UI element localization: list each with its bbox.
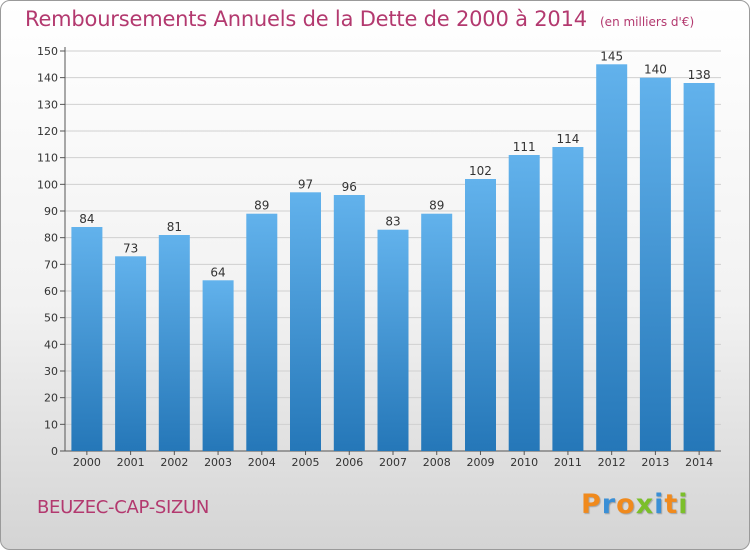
- commune-name: BEUZEC-CAP-SIZUN: [37, 497, 210, 518]
- y-tick-label: 150: [37, 45, 58, 58]
- proxiti-logo: Proxiti: [581, 489, 689, 520]
- data-label: 97: [298, 177, 313, 191]
- data-label: 111: [513, 140, 536, 154]
- x-tick-label: 2010: [510, 456, 538, 469]
- bar-2002: [158, 235, 190, 451]
- data-label: 140: [644, 63, 667, 77]
- bar-2013: [639, 77, 671, 451]
- y-tick-label: 100: [37, 178, 58, 191]
- x-tick-label: 2008: [423, 456, 451, 469]
- y-tick-label: 50: [44, 312, 58, 325]
- bar-2005: [290, 192, 321, 452]
- x-tick-label: 2004: [248, 456, 276, 469]
- chart-unit: (en milliers d'€): [600, 15, 695, 29]
- x-tick-label: 2007: [379, 456, 407, 469]
- data-label: 89: [429, 199, 444, 213]
- x-tick-label: 2012: [598, 456, 626, 469]
- bar-2012: [596, 64, 628, 452]
- data-label: 83: [385, 215, 400, 229]
- y-tick-label: 90: [44, 205, 58, 218]
- data-label: 138: [688, 68, 711, 82]
- x-tick-label: 2002: [160, 456, 188, 469]
- bar-2000: [71, 227, 103, 451]
- data-label: 96: [342, 180, 357, 194]
- y-tick-label: 20: [44, 392, 58, 405]
- y-tick-label: 140: [37, 72, 58, 85]
- logo-letter: P: [581, 489, 602, 520]
- x-tick-label: 2005: [292, 456, 320, 469]
- bar-2008: [421, 213, 453, 451]
- x-tick-label: 2009: [466, 456, 494, 469]
- x-tick-label: 2011: [554, 456, 582, 469]
- logo-letter: t: [664, 489, 679, 520]
- logo-letter: i: [678, 489, 689, 520]
- data-label: 84: [79, 212, 94, 226]
- logo-letter: o: [616, 489, 636, 520]
- title-row: Remboursements Annuels de la Dette de 20…: [25, 7, 694, 31]
- logo-letter: x: [635, 489, 655, 520]
- x-tick-label: 2013: [641, 456, 669, 469]
- x-tick-label: 2001: [117, 456, 145, 469]
- data-label: 73: [123, 241, 138, 255]
- y-tick-label: 60: [44, 285, 58, 298]
- y-tick-label: 40: [44, 338, 58, 351]
- bar-2014: [683, 83, 715, 451]
- x-tick-label: 2003: [204, 456, 232, 469]
- bar-2010: [508, 155, 540, 451]
- bar-2001: [115, 256, 147, 451]
- data-label: 145: [600, 49, 623, 63]
- y-tick-label: 80: [44, 232, 58, 245]
- x-tick-label: 2006: [335, 456, 363, 469]
- chart-title: Remboursements Annuels de la Dette de 20…: [25, 7, 587, 31]
- data-label: 89: [254, 199, 269, 213]
- y-tick-label: 110: [37, 152, 58, 165]
- y-tick-label: 30: [44, 365, 58, 378]
- y-tick-label: 70: [44, 258, 58, 271]
- y-tick-label: 0: [51, 445, 58, 458]
- bar-2009: [465, 179, 496, 451]
- data-label: 64: [210, 265, 225, 279]
- x-tick-label: 2000: [73, 456, 101, 469]
- bar-2006: [333, 195, 365, 451]
- bar-2003: [202, 280, 234, 451]
- bar-2007: [377, 229, 409, 451]
- data-label: 102: [469, 164, 492, 178]
- bar-2004: [246, 213, 278, 451]
- y-tick-label: 130: [37, 98, 58, 111]
- logo-letter: r: [601, 489, 617, 520]
- logo-letter: i: [654, 489, 665, 520]
- bar-2011: [552, 147, 584, 451]
- data-label: 114: [556, 132, 579, 146]
- x-tick-label: 2014: [685, 456, 713, 469]
- y-tick-label: 10: [44, 418, 58, 431]
- y-tick-label: 120: [37, 125, 58, 138]
- data-label: 81: [167, 220, 182, 234]
